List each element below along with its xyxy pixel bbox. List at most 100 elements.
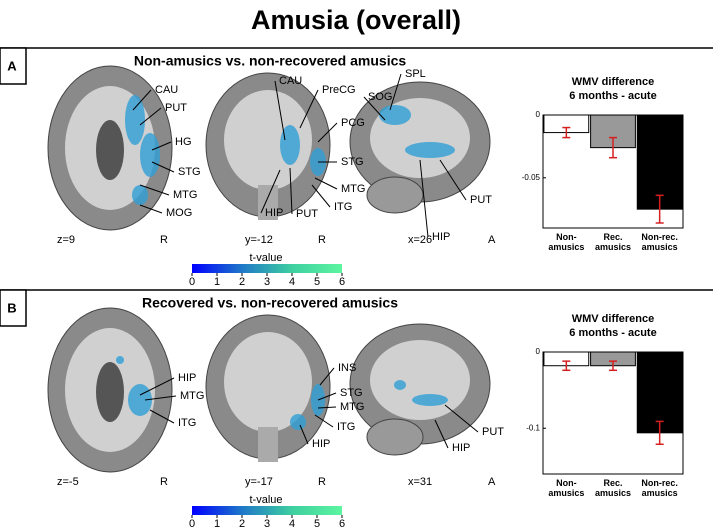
slice-coordinate: z=9 [57,234,75,246]
slice-orientation: R [160,476,168,488]
region-label: STG [178,166,201,178]
colorbar-tick-label: 3 [264,276,270,288]
region-pointer [317,406,337,409]
region-label: INS [338,362,356,374]
activation-blob [412,394,448,406]
colorbar-tick-label: 0 [189,276,195,288]
panel-title: Non-amusics vs. non-recovered amusics [134,53,407,69]
region-pointer [139,184,170,196]
region-pointer [314,177,338,190]
region-pointer [151,141,172,151]
activation-blob [116,356,124,364]
activation-blob [290,414,306,430]
slice-coordinate: y=-17 [245,476,273,488]
region-label: STG [341,156,364,168]
region-pointer [363,96,386,121]
region-label: MTG [341,183,365,195]
colorbar-tick-label: 6 [339,276,345,288]
region-pointer [260,169,281,214]
x-tick-label: Rec. amusics [594,232,632,252]
region-pointer [419,159,429,238]
sagittal-white [370,340,470,420]
region-pointer [311,184,331,208]
region-pointer [434,419,449,449]
x-tick-label: Non-amusics [548,232,585,252]
x-tick-label: Rec. amusics [594,478,632,498]
axial-center [96,362,124,422]
region-label: PCG [341,117,365,129]
axial-center [96,120,124,180]
colorbar-title: t-value [249,252,282,264]
colorbar-tick-label: 5 [314,276,320,288]
region-label: MTG [340,401,364,413]
region-pointer [274,80,286,141]
slice-coordinate: x=26 [408,234,432,246]
colorbar-tick-label: 1 [214,518,220,530]
region-label: HIP [432,231,450,243]
coronal-stem [258,427,278,462]
region-pointer [439,159,467,201]
region-label: MTG [180,390,204,402]
panel-label-box [0,289,27,327]
panel-label-box [0,47,27,85]
x-tick-label: Non-rec. amusics [641,478,678,498]
bar [636,351,683,434]
chart-title: WMV difference [572,76,655,88]
slice-orientation: A [488,234,496,246]
region-pointer [317,122,338,143]
y-tick-label: 0 [536,110,541,119]
slice-orientation: R [160,234,168,246]
y-tick-label: -0.05 [522,173,541,182]
sagittal-cerebellum [366,418,424,456]
slice-coordinate: y=-12 [245,234,273,246]
activation-blob [379,105,411,125]
region-label: SOG [368,91,392,103]
y-tick-label: 0 [536,347,541,356]
colorbar-tick-label: 5 [314,518,320,530]
slice-coordinate: x=31 [408,476,432,488]
colorbar-tick-label: 4 [289,276,295,288]
region-label: PUT [470,194,492,206]
region-pointer [289,167,293,215]
colorbar-tick-label: 3 [264,518,270,530]
brain-images [47,307,491,473]
region-pointer [139,107,162,126]
region-pointer [299,424,309,445]
colorbar-tick-label: 1 [214,276,220,288]
panel-label: A [7,58,17,73]
colorbar-tick-label: 2 [239,518,245,530]
region-label: PUT [296,208,318,220]
region-pointer [151,161,175,173]
activation-blob [132,185,148,205]
activation-blob [394,380,406,390]
colorbar [192,506,342,515]
colorbar-tick-label: 2 [239,276,245,288]
slice-coordinate: z=-5 [57,476,79,488]
region-pointer [144,395,177,401]
slice-orientation: A [488,476,496,488]
y-tick-label: -0.1 [526,423,540,432]
region-label: HIP [265,207,283,219]
activation-blob [140,133,160,177]
region-pointer [299,89,319,129]
x-tick-label: Non-rec. amusics [641,232,678,252]
region-label: ITG [337,421,355,433]
colorbar-tick-label: 4 [289,518,295,530]
region-label: CAU [279,75,302,87]
region-label: ITG [178,417,196,429]
region-label: PUT [482,426,504,438]
chart-subtitle: 6 months - acute [569,327,656,339]
region-label: MOG [166,207,192,219]
region-pointer [389,73,402,111]
region-label: ITG [334,201,352,213]
colorbar-title: t-value [249,494,282,506]
region-label: MTG [173,189,197,201]
region-pointer [444,404,479,433]
region-pointer [132,89,152,111]
bar [636,114,683,210]
activation-blob [405,142,455,158]
coronal-stem [258,185,278,220]
region-pointer [139,204,163,214]
